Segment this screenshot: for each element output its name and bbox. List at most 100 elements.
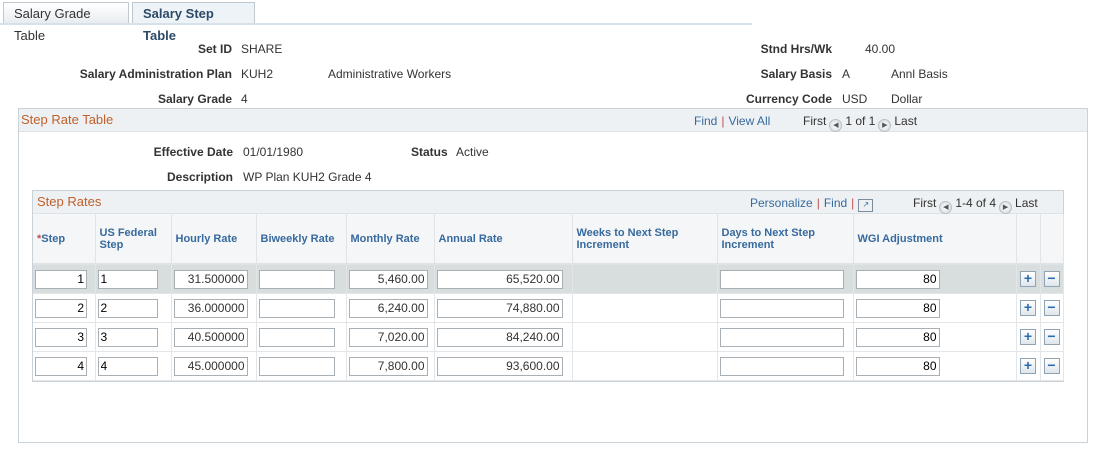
find-link[interactable]: Find <box>694 114 718 128</box>
monthly-rate-input[interactable]: 5,460.00 <box>348 269 428 289</box>
column-header-biweekly-rate: Biweekly Rate <box>256 214 347 265</box>
step-input[interactable] <box>35 356 87 376</box>
description-value: WP Plan KUH2 Grade 4 <box>243 170 372 184</box>
next-icon[interactable]: ▶ <box>878 119 892 132</box>
salary-basis-value: A <box>842 67 851 81</box>
biweekly-rate-input[interactable] <box>258 327 335 347</box>
column-header-annual-rate: Annual Rate <box>434 214 573 265</box>
add-row-button[interactable]: + <box>1020 358 1036 374</box>
wgi-adjustment-input[interactable] <box>855 269 940 289</box>
last-label: Last <box>894 114 918 128</box>
previous-icon[interactable]: ◀ <box>939 201 953 214</box>
wgi-adjustment-input[interactable] <box>855 356 940 376</box>
column-header-delete <box>1040 214 1064 265</box>
next-icon[interactable]: ▶ <box>999 201 1013 214</box>
column-header-add <box>1016 214 1041 265</box>
row-count: 1 of 1 <box>845 114 876 128</box>
hourly-rate-input[interactable]: 36.000000 <box>173 298 248 318</box>
monthly-rate-input[interactable]: 7,800.00 <box>348 356 428 376</box>
table-row: 36.000000 6,240.00 74,880.00 +− <box>33 293 1064 323</box>
step-input[interactable] <box>35 269 87 289</box>
weeks-to-next-step-cell <box>572 351 718 381</box>
step-rates-grid: Step Rates Personalize | Find | ↗ First ◀ 1-4 … <box>32 190 1064 382</box>
biweekly-rate-input[interactable] <box>258 298 335 318</box>
days-to-next-step-input[interactable] <box>719 327 844 347</box>
days-to-next-step-input[interactable] <box>719 356 844 376</box>
tab-salary-step-table[interactable]: Salary Step Table <box>132 2 255 43</box>
grade-label: Salary Grade <box>157 92 232 106</box>
previous-icon[interactable]: ◀ <box>829 119 843 132</box>
annual-rate-input[interactable]: 84,240.00 <box>436 327 563 347</box>
grade-value: 4 <box>241 92 248 106</box>
new-window-icon[interactable]: ↗ <box>858 199 874 212</box>
table-row: 45.000000 7,800.00 93,600.00 +− <box>33 351 1064 381</box>
effective-date-label: Effective Date <box>153 145 233 159</box>
hourly-rate-input[interactable]: 31.500000 <box>173 269 248 289</box>
annual-rate-input[interactable]: 74,880.00 <box>436 298 563 318</box>
setid-label: Set ID <box>197 42 232 56</box>
column-header-hourly-rate: Hourly Rate <box>171 214 257 265</box>
status-label: Status <box>411 145 448 159</box>
days-to-next-step-input[interactable] <box>719 298 844 318</box>
plan-value: KUH2 <box>241 67 274 81</box>
biweekly-rate-input[interactable] <box>258 356 335 376</box>
step-rate-table-section: Step Rate Table Find | View All First ◀ 1 of… <box>18 108 1088 443</box>
column-header-step-label: Step <box>41 232 66 245</box>
biweekly-rate-input[interactable] <box>258 269 335 289</box>
monthly-rate-input[interactable]: 6,240.00 <box>348 298 428 318</box>
delete-row-button[interactable]: − <box>1043 271 1060 287</box>
us-federal-step-input[interactable] <box>97 298 158 318</box>
first-label: First <box>803 114 827 128</box>
view-all-link[interactable]: View All <box>728 114 771 128</box>
salary-basis-description: Annl Basis <box>891 67 948 81</box>
row-count: 1-4 of 4 <box>955 196 997 210</box>
status-value: Active <box>456 145 489 159</box>
required-marker: * <box>37 232 42 245</box>
column-header-days-to-next-step: Days to Next Step Increment <box>717 214 854 265</box>
wgi-adjustment-input[interactable] <box>855 298 940 318</box>
tab-salary-grade-table[interactable]: Salary Grade Table <box>3 2 129 43</box>
std-hours-value: 40.00 <box>865 42 896 56</box>
weeks-to-next-step-cell <box>572 322 718 352</box>
currency-value: USD <box>842 92 868 106</box>
column-header-monthly-rate: Monthly Rate <box>346 214 435 265</box>
hourly-rate-input[interactable]: 40.500000 <box>173 327 248 347</box>
add-row-button[interactable]: + <box>1020 329 1036 345</box>
step-rate-table-header: Step Rate Table Find | View All First ◀ 1 of… <box>19 109 1087 132</box>
us-federal-step-input[interactable] <box>97 269 158 289</box>
step-rates-table: *Step US Federal Step Hourly Rate Biweek… <box>33 214 1064 381</box>
step-input[interactable] <box>35 327 87 347</box>
column-header-wgi-adjustment: WGI Adjustment <box>853 214 1017 265</box>
hourly-rate-input[interactable]: 45.000000 <box>173 356 248 376</box>
step-rate-table-title: Step Rate Table <box>21 112 114 127</box>
std-hours-label: Stnd Hrs/Wk <box>760 42 832 56</box>
add-row-button[interactable]: + <box>1020 271 1036 287</box>
personalize-link[interactable]: Personalize <box>750 196 813 210</box>
wgi-adjustment-input[interactable] <box>855 327 940 347</box>
first-label: First <box>913 196 937 210</box>
currency-label: Currency Code <box>745 92 832 106</box>
column-header-us-federal-step: US Federal Step <box>95 214 172 265</box>
column-header-weeks-to-next-step: Weeks to Next Step Increment <box>572 214 718 265</box>
find-link[interactable]: Find <box>823 196 848 210</box>
delete-row-button[interactable]: − <box>1043 300 1060 316</box>
add-row-button[interactable]: + <box>1020 300 1036 316</box>
us-federal-step-input[interactable] <box>97 356 158 376</box>
table-row: 40.500000 7,020.00 84,240.00 +− <box>33 322 1064 352</box>
table-row: 31.500000 5,460.00 65,520.00 +− <box>33 264 1064 294</box>
plan-label: Salary Administration Plan <box>79 67 232 81</box>
tab-divider <box>0 23 752 25</box>
currency-description: Dollar <box>891 92 923 106</box>
setid-value: SHARE <box>241 42 283 56</box>
days-to-next-step-input[interactable] <box>719 269 844 289</box>
step-rates-title: Step Rates <box>37 194 102 209</box>
step-rates-header: Step Rates Personalize | Find | ↗ First ◀ 1-4 … <box>33 191 1063 214</box>
annual-rate-input[interactable]: 93,600.00 <box>436 356 563 376</box>
annual-rate-input[interactable]: 65,520.00 <box>436 269 563 289</box>
monthly-rate-input[interactable]: 7,020.00 <box>348 327 428 347</box>
salary-basis-label: Salary Basis <box>760 67 832 81</box>
us-federal-step-input[interactable] <box>97 327 158 347</box>
step-input[interactable] <box>35 298 87 318</box>
delete-row-button[interactable]: − <box>1043 358 1060 374</box>
delete-row-button[interactable]: − <box>1043 329 1060 345</box>
